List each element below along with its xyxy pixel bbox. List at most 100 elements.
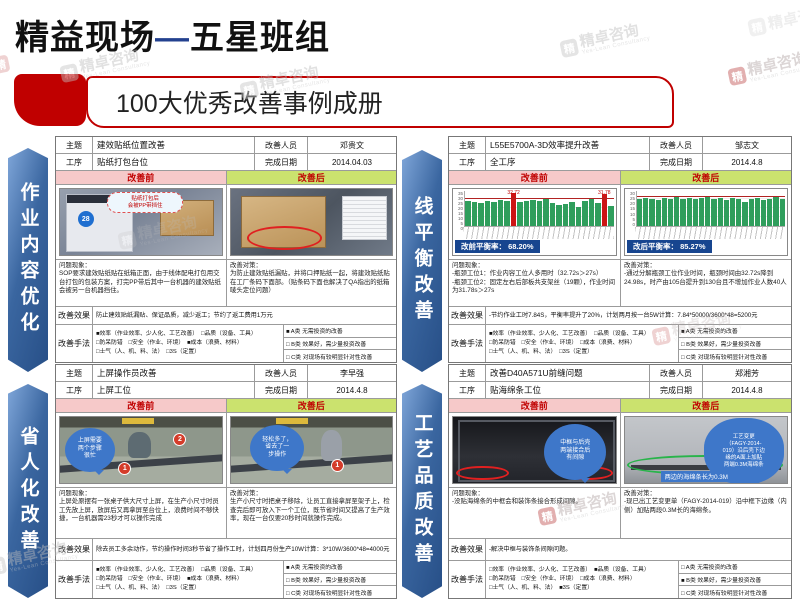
countermeasure-text: 改善对策： 为防止建效贴纸漏贴，并将口押贴纸一起，将建效贴纸贴在工厂条码下面部。（… [226,260,396,306]
date-label: 完成日期 [254,382,308,398]
after-photo: 工艺变更 （FAGY-2014- 019）沿后壳下边 缘的A面上加贴 两端0.3… [624,416,788,484]
marker-1-icon: 1 [118,462,132,476]
banner-labor-saving-improvement: 省人化改善 [8,384,48,598]
bars [636,191,785,227]
banner-operation-content-optimization: 作业内容优化 [8,148,48,372]
before-photo: 28 贴纸打包后 会被PP带挡住 [59,188,223,256]
process-label: 工序 [56,382,93,398]
y-axis: 35 30 25 20 15 10 5 0 [457,191,463,231]
method-label: 改善手法 [56,561,93,598]
date-label: 完成日期 [649,382,703,398]
effect-text: -解决中框与装饰条间隙问题。 [489,545,572,553]
countermeasure-text: 改善对策： -现已出工艺变更单（FAGY-2014-019）沿中框下边缘（内侧）加… [620,488,791,538]
effect-label: 改善效果 [449,307,486,324]
date-label: 完成日期 [254,154,308,170]
theme-value: 建效贴纸位置改善 [97,140,166,150]
process-value: 全工序 [490,157,516,167]
yeslean-seal-icon: 精 [747,16,768,38]
person-value: 李早强 [340,368,364,378]
before-photo: 中框与后壳 两端接合后 有间隙 [452,416,617,484]
method-class-column: ■ A类 无需投资的改善 □ B类 效果好，需少量投资改善 □ C类 对现场有较… [679,325,791,362]
yeslean-seal-icon: 精 [0,555,8,577]
countermeasure-text: 改善对策： 生产小尺寸时把桌子移除，让员工直接拿屏至架子上，检查完后即可放入下一个… [226,488,396,538]
title-dash: — [155,19,190,57]
process-label: 工序 [449,382,486,398]
speech-bubble: 工艺变更 （FAGY-2014- 019）沿后壳下边 缘的A面上加贴 两端0.3… [703,418,784,483]
banner-process-quality-improvement: 工艺品质改善 [402,384,442,598]
worker-figure [321,430,343,461]
person-label: 改善人员 [649,137,703,153]
instruction-card [341,195,388,240]
person-label: 改善人员 [254,137,308,153]
y-axis: 30 25 20 15 10 5 0 [629,191,635,227]
case-card-line-balance: 主题 L55E5700A-3D效率提升改善 改善人员 邹志文 工序 全工序 完成… [448,136,792,363]
process-value: 上屏工位 [97,385,132,395]
station-labels [635,227,785,239]
method-checkboxes: □效率（作业效率、少人化、工艺改善） ■品质（设备、工具） □防呆防错 □安全（… [486,561,679,598]
speech-bubble: 中框与后壳 两端接合后 有间隙 [544,423,607,483]
date-value: 2014.04.03 [331,157,373,167]
after-header: 改善后 [226,171,396,184]
person-value: 邹志文 [735,140,759,150]
yeslean-seal-icon: 精 [0,54,11,75]
method-class-column: □ A类 无需投资的改善 ■ B类 效果好，需少量投资改善 □ C类 对现场有较… [679,561,791,598]
theme-label: 主题 [449,137,486,153]
before-photo: 上屏需要 两个步骤 很忙 1 2 [59,416,223,484]
banner-line-balance-improvement: 线平衡改善 [402,150,442,372]
date-label: 完成日期 [649,154,703,170]
marker-1-icon: 1 [330,459,344,473]
person-value: 邓贵文 [340,140,364,150]
case-card-sticker-position: 主题 建效贴纸位置改善 改善人员 邓贵文 工序 贴纸打包台位 完成日期 2014… [55,136,397,363]
theme-label: 主题 [56,365,93,381]
watermark: 精精卓咨询 Yes-Lean Consultancy [559,21,651,60]
process-label: 工序 [449,154,486,170]
person-label: 改善人员 [649,365,703,381]
effect-text: -节约作业工时7.84S，平衡率提升了20%，计划两月按一台5W计算：7.84*… [489,311,758,319]
process-value: 贴海绵条工位 [490,385,542,395]
effect-label: 改善效果 [56,539,93,560]
method-class-column: ■ A类 无需投资的改善 □ B类 效果好，需少量投资改善 □ C类 对现场有较… [284,325,396,362]
effect-label: 改善效果 [449,539,486,560]
red-decor-block [14,74,86,126]
effect-label: 改善效果 [56,307,93,324]
before-header: 改善前 [449,171,621,184]
date-value: 2014.4.8 [336,385,368,395]
person-label: 改善人员 [254,365,308,381]
theme-value: 上屏操作员改善 [97,368,157,378]
bars: 32.72 31.78 [464,190,614,227]
method-class-column: ■ A类 无需投资的改善 □ B类 效果好，需少量投资改善 □ C类 对现场有较… [284,561,396,598]
watermark-logo: 精精卓咨询 Yes-Lean Consultancy [727,49,800,88]
watermark: 精 [0,54,11,75]
case-card-sponge-strip: 主题 改善D40A571U前缝问题 改善人员 郑湘芳 工序 贴海绵条工位 完成日… [448,364,792,599]
method-checkboxes: ■效率（作业效率、少人化、工艺改善） □品质（设备、工具） □防呆防错 □安全（… [93,325,284,362]
line-balance-chart-after: 30 25 20 15 10 5 0 改后平衡率： 85.27% [624,188,788,256]
length-tag: 两边的海绵条长为0.3M [660,470,732,482]
subtitle-banner: 100大优秀改善事例成册 [86,76,674,128]
ceiling-sign [121,418,154,425]
worker-figure [128,431,151,458]
after-photo: 轻松多了， 省去了一 步操作 1 [230,416,393,484]
balance-rate-before: 改前平衡率： 68.20% [455,240,540,253]
problem-text: 问题现象： -瓶颈工位1：作业内容工位人多用时（32.72s＞27s） -瓶颈工位… [452,262,615,294]
title-rest: 五星班组 [190,19,330,57]
method-label: 改善手法 [449,561,486,598]
brand-badge: 28 [77,211,94,228]
effect-text: 除去员工多余动作，节约操作时间3秒节省了操作工时，计划四月份生产10W计算：3*… [96,545,390,553]
yeslean-seal-icon: 精 [727,65,748,87]
process-value: 贴纸打包台位 [97,157,149,167]
station-labels [463,227,614,239]
speech-bubble: 轻松多了， 省去了一 步操作 [250,424,305,474]
countermeasure-text: 改善对策： -通过分解瓶颈工位作业时间，瓶颈时间由32.72s降到24.98s，时… [620,260,791,306]
problem-text: 问题现象： -没贴海绵条的中框会和装饰条接合形成间隙。 [452,490,582,506]
effect-text: 防止建效贴纸漏贴、保证品质，减少返工；节约了返工费用1万元 [96,311,273,319]
highlight-ellipse [247,225,322,250]
watermark: 精精卓咨询 [747,4,800,38]
theme-label: 主题 [449,365,486,381]
yeslean-seal-icon: 精 [559,37,580,59]
date-value: 2014.4.8 [731,157,763,167]
problem-text: 问题现象： SOP要求建效贴纸贴在纸箱正面，由于线体配电打包用交台打包的包装方案，… [59,262,221,294]
process-label: 工序 [56,154,93,170]
after-header: 改善后 [226,399,396,412]
date-value: 2014.4.8 [731,385,763,395]
